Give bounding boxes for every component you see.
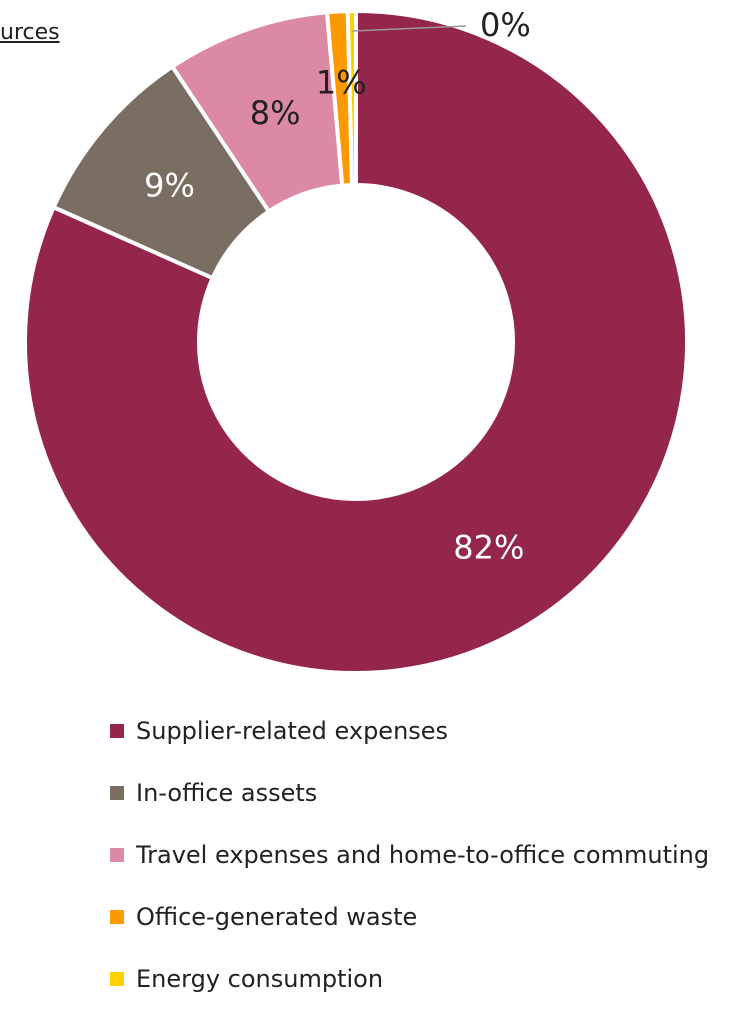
legend-label-1: In-office assets xyxy=(136,779,318,807)
donut-slice-0 xyxy=(23,9,689,675)
chart-title-fragment: urces xyxy=(0,20,60,45)
data-label-2: 8% xyxy=(250,94,301,132)
legend-swatch-1 xyxy=(110,786,124,800)
data-label-3: 1% xyxy=(316,63,367,101)
legend-item-1: In-office assets xyxy=(110,762,709,824)
legend-swatch-3 xyxy=(110,910,124,924)
donut-chart: 82% 9% 8% 1% 0% xyxy=(23,6,689,675)
legend-label-2: Travel expenses and home-to-office commu… xyxy=(136,841,710,869)
legend-label-3: Office-generated waste xyxy=(136,903,418,931)
donut-slices xyxy=(23,9,689,675)
legend-swatch-4 xyxy=(110,972,124,986)
legend: Supplier-related expenses In-office asset… xyxy=(110,700,709,1010)
legend-label-4: Energy consumption xyxy=(136,965,384,993)
legend-label-0: Supplier-related expenses xyxy=(136,717,449,745)
data-label-0: 82% xyxy=(453,529,524,567)
legend-swatch-2 xyxy=(110,848,124,862)
data-label-4: 0% xyxy=(480,6,531,44)
donut-slice-4 xyxy=(345,9,358,188)
donut-labels: 82% 9% 8% 1% 0% xyxy=(144,6,531,567)
legend-item-3: Office-generated waste xyxy=(110,886,709,948)
legend-item-0: Supplier-related expenses xyxy=(110,700,709,762)
data-label-1: 9% xyxy=(144,167,195,205)
legend-item-4: Energy consumption xyxy=(110,948,709,1010)
legend-swatch-0 xyxy=(110,724,124,738)
leader-line-energy xyxy=(352,25,467,32)
legend-item-2: Travel expenses and home-to-office commu… xyxy=(110,824,709,886)
